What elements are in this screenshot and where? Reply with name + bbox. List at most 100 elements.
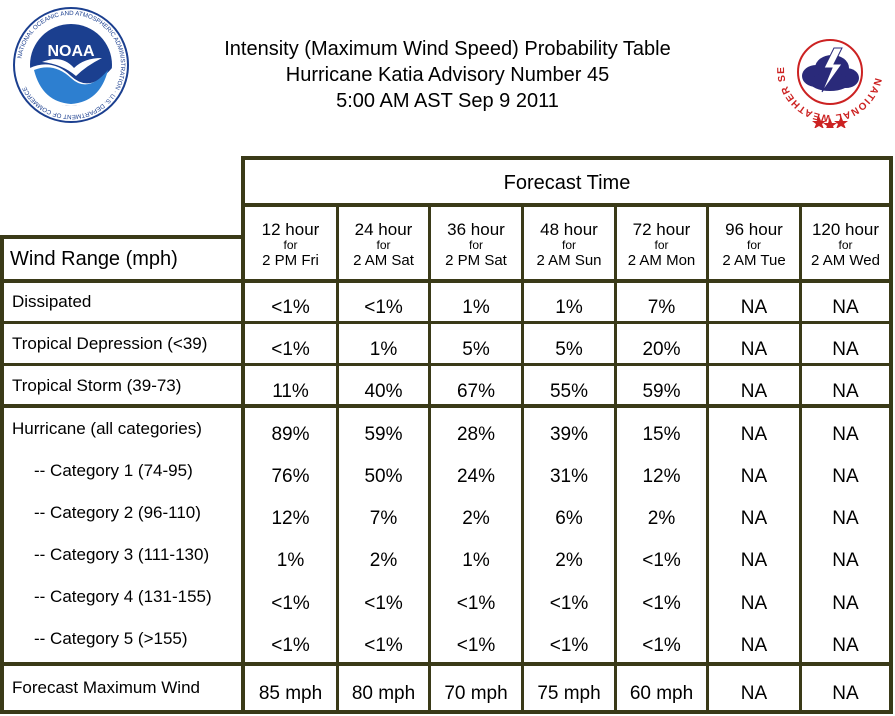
column-header-hour: 96 hour [725, 220, 783, 239]
table-cell: <1% [642, 635, 681, 656]
col-sep-3 [521, 205, 524, 714]
table-cell: <1% [271, 635, 310, 656]
table-cell: NA [740, 339, 768, 360]
column-header-time: 2 AM Sun [536, 252, 602, 269]
table-cell: NA [832, 593, 859, 614]
row-label: -- Category 4 (131-155) [34, 587, 212, 606]
table-cell: <1% [364, 593, 403, 614]
column-header-time: 2 AM Sat [353, 252, 414, 269]
column-header-hour: 48 hour [540, 220, 598, 239]
column-header-for: for [654, 238, 669, 252]
table-cell: NA [832, 635, 859, 656]
row-label: -- Category 5 (>155) [34, 629, 188, 648]
table-cell: NA [740, 683, 768, 704]
border-right [889, 156, 893, 714]
col-sep-5 [706, 205, 709, 714]
column-header-for: for [283, 238, 298, 252]
forecast-time-header: Forecast Time [503, 172, 631, 194]
table-cell: NA [740, 550, 768, 571]
column-header-4: 48 hour for 2 AM Sun [524, 220, 614, 269]
table-cell: NA [832, 381, 859, 402]
table-cell: 11% [272, 381, 309, 402]
table-cell: NA [740, 381, 768, 402]
table-cell: 2% [369, 550, 398, 571]
table-cell: <1% [271, 593, 310, 614]
border-label-col [241, 235, 245, 714]
table-cell: <1% [642, 550, 681, 571]
table-cell: 6% [555, 508, 583, 529]
table-cell: 24% [456, 466, 496, 487]
column-header-5: 72 hour for 2 AM Mon [617, 220, 706, 269]
table-cell: NA [740, 508, 768, 529]
column-header-hour: 72 hour [632, 220, 691, 239]
column-header-for: for [376, 238, 391, 252]
border-top [241, 156, 893, 160]
table-cell: <1% [364, 635, 403, 656]
table-cell: 40% [364, 381, 403, 402]
border-left-outer [0, 235, 4, 714]
table-cell: 80 mph [351, 683, 416, 704]
table-cell: NA [832, 683, 859, 704]
table-cell: <1% [271, 297, 310, 318]
table-cell: 60 mph [629, 683, 694, 704]
wind-range-header: Wind Range (mph) [10, 248, 178, 270]
nws-logo-icon: NATIONAL WEATHER SERVICE [772, 10, 885, 128]
border-header-bottom [0, 279, 893, 283]
column-header-for: for [561, 238, 576, 252]
table-cell: <1% [271, 339, 310, 360]
noaa-logo-text: NOAA [47, 43, 95, 60]
row-label: -- Category 3 (111-130) [34, 545, 210, 564]
column-header-6: 96 hour for 2 AM Tue [709, 220, 799, 269]
table-cell: 67% [456, 381, 496, 402]
border-forecast-under [241, 203, 893, 207]
row-label: Tropical Depression (<39) [12, 334, 208, 353]
table-cell: 1% [369, 339, 398, 360]
row-label: Forecast Maximum Wind [12, 678, 200, 697]
table-cell: NA [832, 508, 859, 529]
table-cell: 39% [549, 424, 589, 445]
table-cell: 7% [369, 508, 398, 529]
title-line-3: 5:00 AM AST Sep 9 2011 [336, 90, 559, 112]
border-row-1 [0, 321, 893, 324]
table-cell: 2% [462, 508, 490, 529]
col-sep-6 [799, 205, 802, 714]
table-cell: 89% [271, 424, 310, 445]
table-cell: 76% [271, 466, 310, 487]
table-cell: NA [740, 297, 768, 318]
row-label: Hurricane (all categories) [12, 419, 202, 438]
title-line-1: Intensity (Maximum Wind Speed) Probabili… [224, 38, 671, 60]
table-cell: 2% [647, 508, 676, 529]
table-cell: <1% [456, 635, 496, 656]
table-cell: NA [740, 424, 768, 445]
column-header-time: 2 PM Sat [445, 252, 507, 269]
table-cell: 2% [555, 550, 583, 571]
column-header-2: 24 hour for 2 AM Sat [339, 220, 428, 269]
table-cell: NA [832, 297, 859, 318]
table-cell: <1% [549, 593, 589, 614]
title-line-2: Hurricane Katia Advisory Number 45 [285, 64, 610, 86]
table-cell: 12% [271, 508, 310, 529]
col-sep-2 [428, 205, 431, 714]
column-header-time: 2 AM Wed [811, 252, 880, 269]
table-cell: 1% [555, 297, 583, 318]
table-cell: 59% [642, 381, 681, 402]
border-bottom [0, 710, 893, 714]
table-cell: NA [740, 635, 768, 656]
column-header-time: 2 AM Tue [722, 252, 786, 269]
table-cell: <1% [549, 635, 589, 656]
column-header-hour: 36 hour [447, 220, 505, 239]
row-label: Tropical Storm (39-73) [12, 376, 182, 395]
table-cell: 20% [642, 339, 681, 360]
table-cell: NA [832, 339, 859, 360]
col-sep-4 [614, 205, 617, 714]
column-header-time: 2 PM Fri [262, 252, 319, 269]
table-cell: NA [740, 593, 768, 614]
table-cell: 85 mph [258, 683, 323, 704]
table-cell: 75 mph [537, 683, 601, 704]
border-row-hurricane [0, 662, 893, 666]
noaa-logo-icon: NOAA NATIONAL OCEANIC AND ATMOSPHERIC AD… [13, 7, 129, 123]
table-cell: 5% [555, 339, 583, 360]
table-cell: <1% [456, 593, 496, 614]
table-cell: <1% [364, 297, 403, 318]
table-cell: 1% [462, 550, 490, 571]
